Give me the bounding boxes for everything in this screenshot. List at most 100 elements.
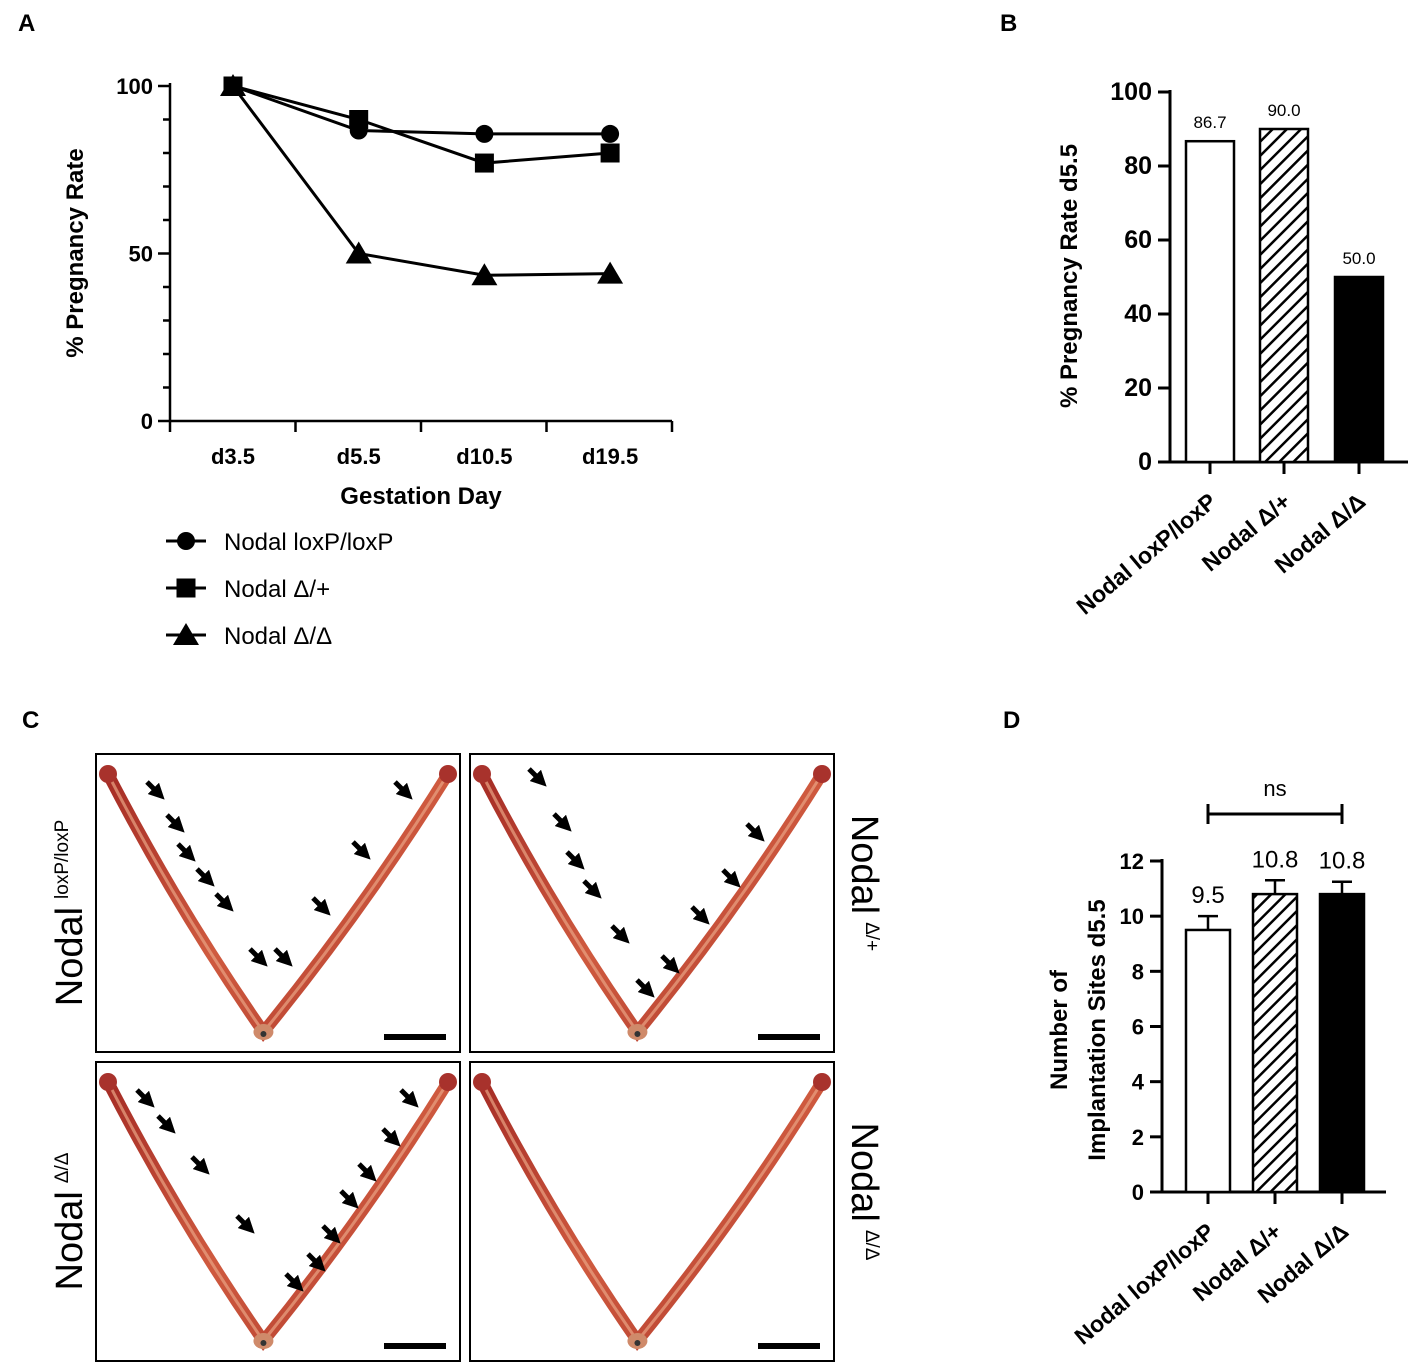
scale-bar: [758, 1343, 820, 1349]
genotype-text: Nodal Δ/Δ: [843, 1123, 885, 1261]
uterus-photo-bl: Nodal Δ/Δ: [49, 1061, 461, 1362]
series-line-triangle: [231, 85, 611, 277]
panel-letter-a: A: [18, 10, 35, 37]
implantation-site-arrow: [311, 896, 331, 916]
implantation-site-arrow: [357, 1162, 377, 1182]
y-axis-title: % Pregnancy Rate d5.5: [1056, 144, 1083, 408]
ovary: [473, 765, 491, 783]
data-point-triangle: [471, 263, 498, 286]
implantation-site-arrow: [284, 1272, 304, 1292]
ovary: [99, 765, 117, 783]
data-label: 10.8: [1252, 846, 1299, 873]
data-label: 50.0: [1342, 249, 1375, 268]
panel-letter-d: D: [1003, 707, 1020, 734]
uterus-photo-tl: Nodal loxP/loxP: [49, 753, 461, 1053]
bar: [1184, 139, 1236, 464]
genotype-name: Nodal: [843, 815, 885, 914]
y-tick-label: 100: [1110, 78, 1152, 106]
genotype-label: Nodal Δ/+: [843, 815, 885, 951]
implantation-site-arrow: [214, 892, 234, 912]
y-tick-label: 50: [129, 242, 153, 267]
y-tick-label: 2: [1132, 1125, 1144, 1150]
genotype-name: Nodal: [49, 907, 91, 1006]
implantation-site-arrow: [399, 1088, 419, 1108]
implantation-site-arrow: [176, 842, 196, 862]
implantation-site-arrow: [527, 767, 547, 787]
implantation-site-arrow: [273, 947, 293, 967]
data-point-square: [474, 153, 494, 173]
y-tick-label: 0: [1138, 448, 1152, 476]
genotype-text: Nodal Δ/+: [843, 815, 885, 951]
ovary: [439, 1073, 457, 1091]
x-tick-label: d5.5: [337, 444, 381, 469]
data-label: 86.7: [1193, 113, 1226, 132]
cervix-opening: [634, 1340, 641, 1346]
implantation-site-arrow: [339, 1189, 359, 1209]
data-label: 90.0: [1267, 101, 1300, 120]
legend-label: Nodal Δ/+: [224, 576, 330, 603]
bar: [1184, 928, 1232, 1194]
implantation-site-arrow: [156, 1114, 176, 1134]
legend-label: Nodal loxP/loxP: [224, 529, 393, 556]
panel-letter-c: C: [22, 707, 39, 734]
implantation-site-arrow: [195, 867, 215, 887]
legend-label: Nodal Δ/Δ: [224, 623, 332, 650]
y-tick-label: 0: [1132, 1180, 1144, 1205]
series-line-circle: [232, 84, 611, 136]
bar: [1251, 892, 1299, 1194]
y-tick-label: 80: [1124, 152, 1152, 180]
bar: [1333, 275, 1385, 464]
implantation-site-arrow: [235, 1214, 255, 1234]
y-tick-label: 100: [116, 74, 153, 99]
implantation-site-arrow: [306, 1252, 326, 1272]
y-tick-label: 6: [1132, 1015, 1144, 1040]
data-point-triangle: [220, 74, 246, 96]
cervix-opening: [260, 1340, 267, 1346]
genotype-text: Nodal Δ/Δ: [49, 1152, 91, 1290]
uterus-photo-grid: Nodal loxP/loxP Nodal Δ/+ Nodal Δ/Δ Nodal Δ/Δ: [49, 753, 885, 1362]
bar: [1258, 127, 1310, 464]
cervix-opening: [634, 1031, 641, 1037]
data-label: 10.8: [1319, 848, 1366, 875]
y-tick-label: 10: [1120, 904, 1144, 929]
y-tick-label: 20: [1124, 374, 1152, 402]
x-tick-label: d19.5: [582, 444, 638, 469]
y-tick-label: 40: [1124, 300, 1152, 328]
y-tick-label: 4: [1132, 1070, 1145, 1095]
photo-frame: [95, 1061, 461, 1362]
uterus-photo-br: Nodal Δ/Δ: [469, 1061, 885, 1362]
y-axis-title: Number of: [1046, 969, 1073, 1090]
bar: [1318, 892, 1366, 1194]
scale-bar: [384, 1034, 446, 1040]
implantation-site-arrow: [381, 1127, 401, 1147]
y-tick-label: 60: [1124, 226, 1152, 254]
data-point-square: [600, 143, 620, 163]
genotype-label: Nodal Δ/Δ: [843, 1123, 885, 1261]
y-tick-label: 12: [1120, 849, 1144, 874]
implantation-site-arrow: [145, 780, 165, 800]
panel-letter-b: B: [1000, 10, 1017, 37]
y-tick-label: 0: [141, 409, 153, 434]
photo-frame: [469, 1061, 835, 1362]
implantation-site-arrow: [248, 947, 268, 967]
y-axis-title: % Pregnancy Rate: [62, 148, 89, 357]
data-label: 9.5: [1191, 882, 1224, 909]
series-line-square: [232, 84, 611, 165]
implantation-site-arrow: [635, 978, 655, 998]
ovary: [813, 765, 831, 783]
data-point-circle: [475, 124, 494, 143]
implantation-site-arrow: [660, 954, 680, 974]
scale-bar: [758, 1034, 820, 1040]
y-axis-title: Implantation Sites d5.5: [1084, 899, 1111, 1160]
genotype-text: Nodal loxP/loxP: [49, 820, 91, 1007]
data-point-square: [349, 110, 369, 129]
ovary: [813, 1073, 831, 1091]
implantation-site-arrow: [135, 1088, 155, 1108]
implantation-site-arrow: [610, 924, 630, 944]
photo-frame: [95, 753, 461, 1053]
genotype-superscript: Δ/Δ: [52, 1152, 73, 1183]
ovary: [439, 765, 457, 783]
